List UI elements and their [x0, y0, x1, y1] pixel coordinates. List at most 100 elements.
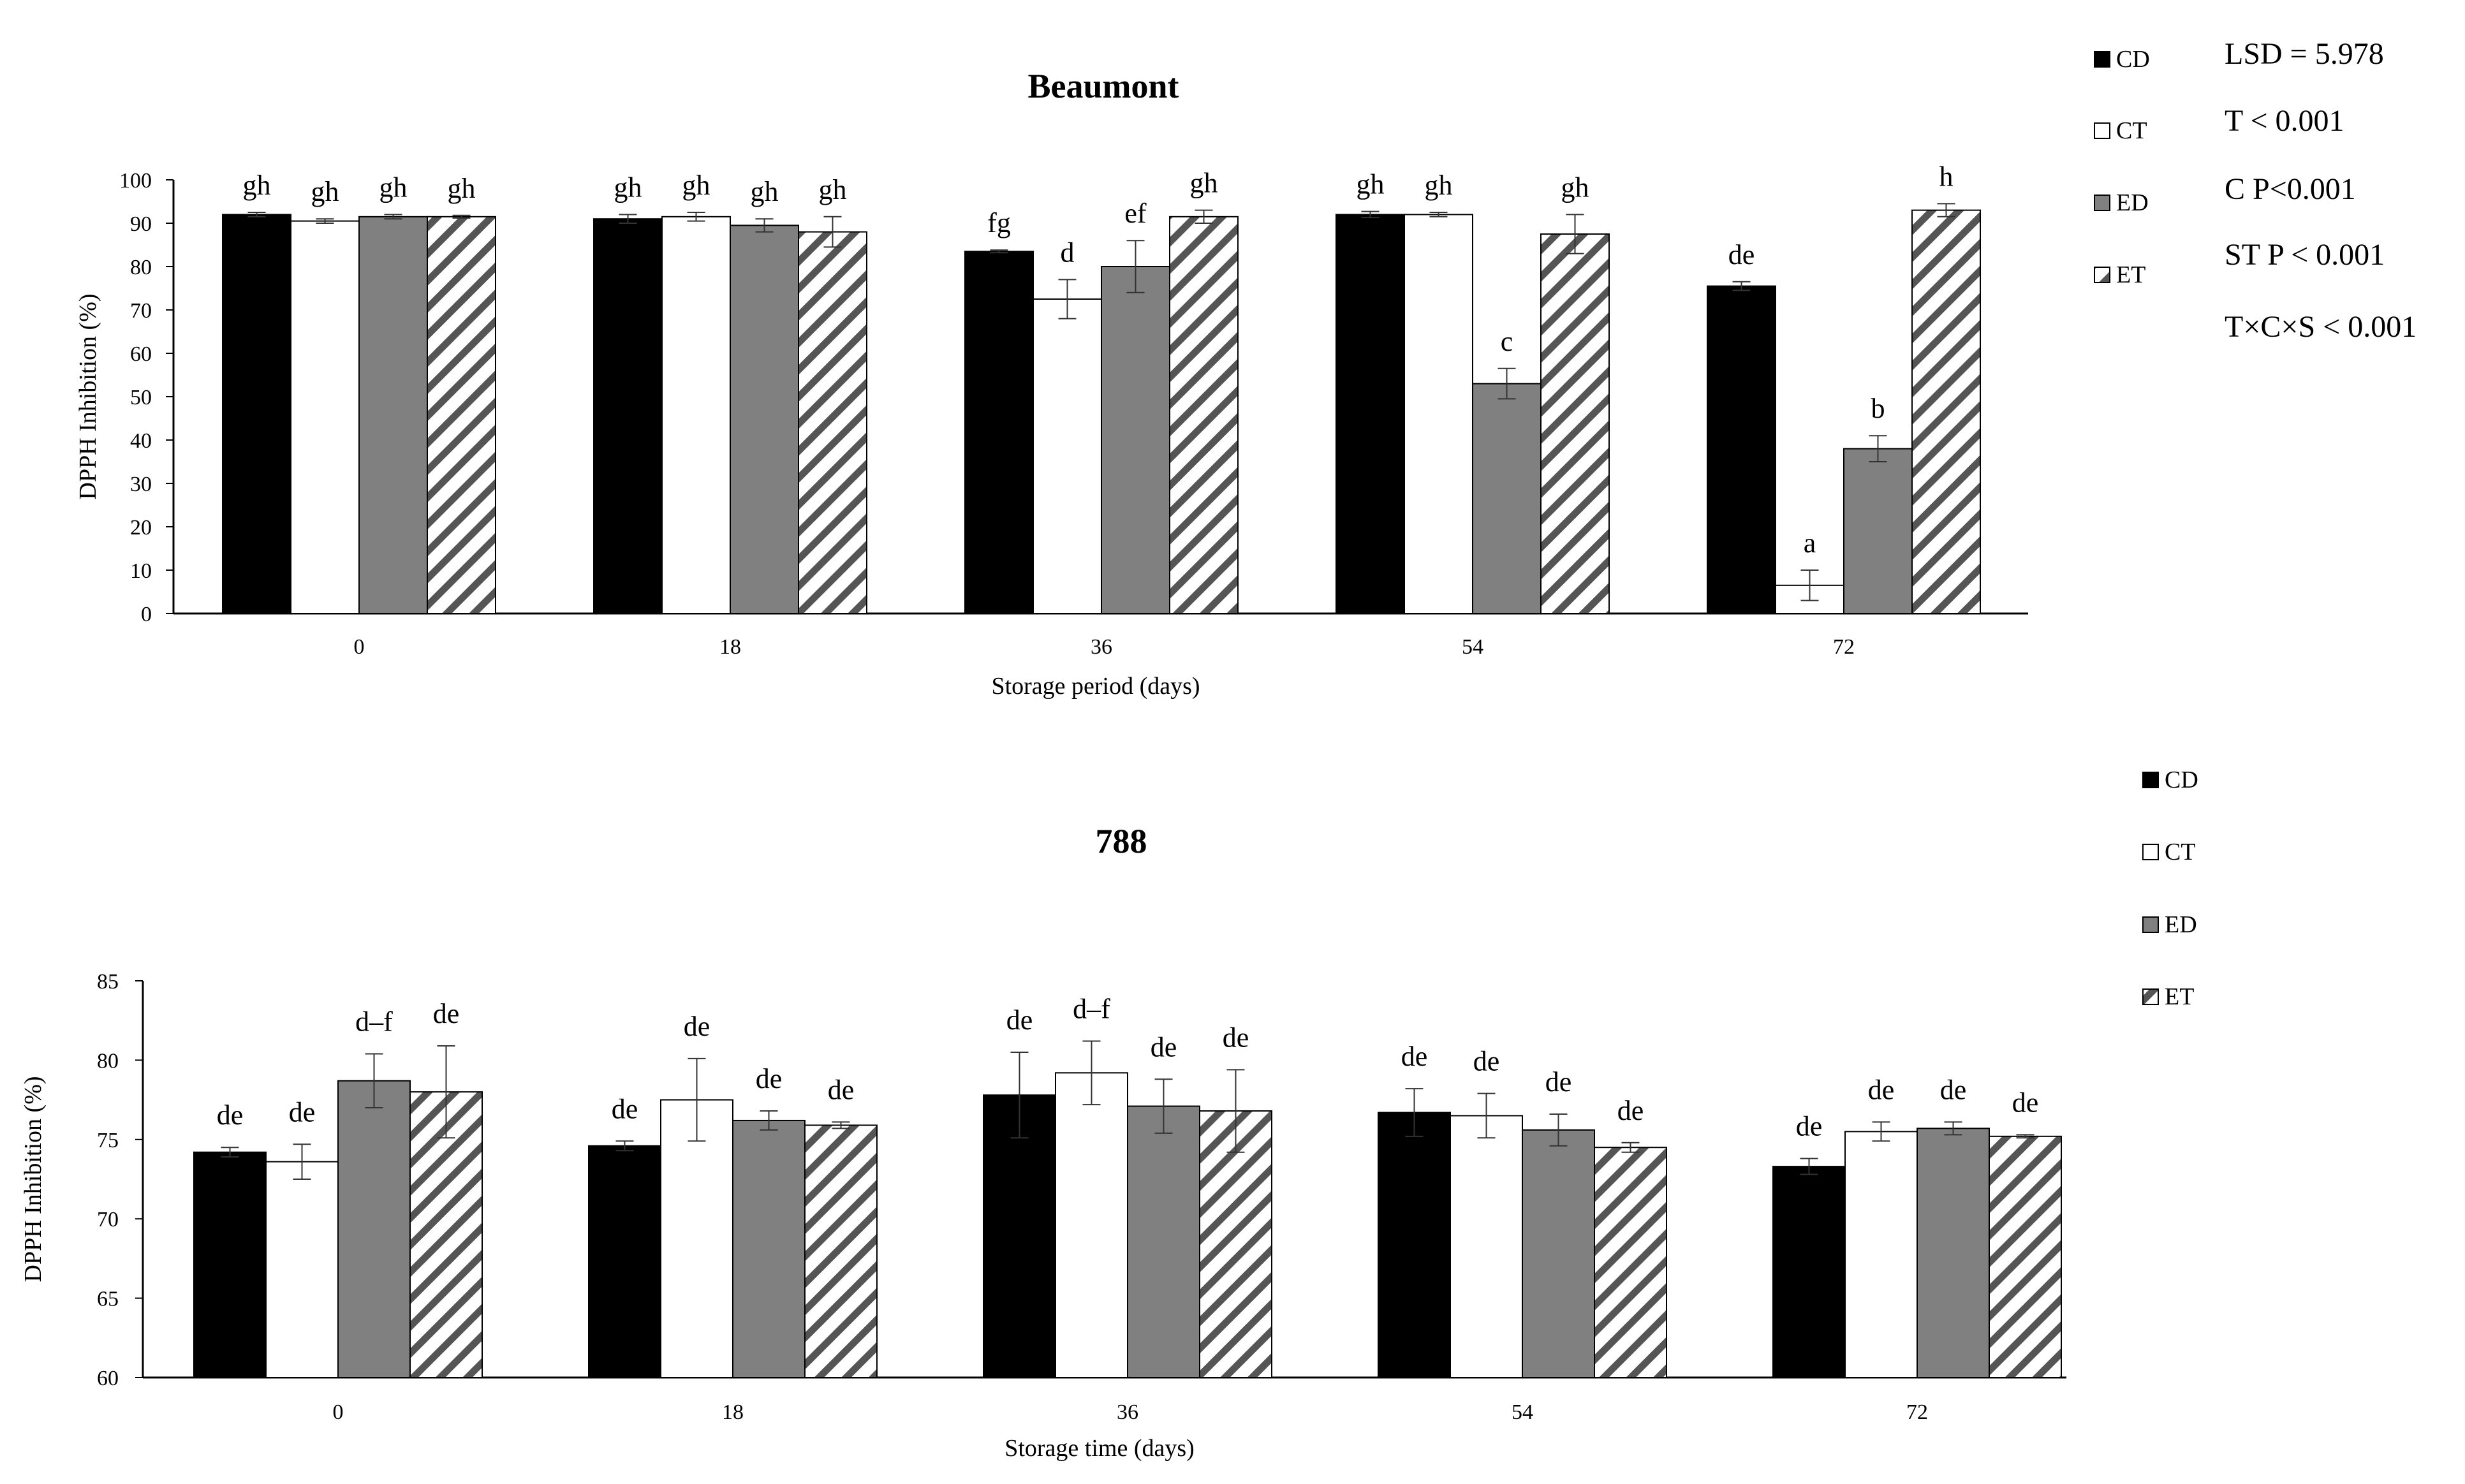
bar-ed — [1917, 1128, 1990, 1379]
bar-et — [427, 216, 496, 614]
legend-swatch-ct — [2142, 844, 2159, 860]
significance-letter: gh — [614, 172, 642, 203]
bar-et — [804, 1124, 878, 1378]
statistics-block: LSD = 5.978 T < 0.001 C P<0.001 ST P < 0.00… — [2225, 37, 2417, 344]
y-tick-label: 80 — [97, 1049, 119, 1073]
legend-swatch-ed — [2094, 195, 2110, 211]
significance-letter: de — [217, 1099, 244, 1131]
bar-ct — [660, 1099, 733, 1378]
y-tick-label: 70 — [97, 1208, 119, 1231]
significance-letter: de — [828, 1074, 855, 1105]
significance-letter: de — [1940, 1074, 1967, 1105]
y-tick-label: 100 — [119, 169, 152, 193]
significance-letter: de — [684, 1011, 710, 1042]
bar-ed — [1127, 1105, 1200, 1378]
significance-letter: gh — [448, 173, 476, 204]
legend-label-et: ET — [2116, 261, 2145, 288]
bar-et — [1911, 209, 1981, 615]
x-tick-label: 54 — [1512, 1400, 1533, 1424]
bar-ct — [265, 1161, 339, 1378]
stat-line: ST P < 0.001 — [2225, 238, 2385, 272]
bar-ct — [290, 220, 360, 615]
significance-letter: de — [1545, 1066, 1572, 1098]
y-tick-label: 30 — [130, 473, 152, 496]
significance-letter: de — [1728, 239, 1755, 270]
y-tick-label: 60 — [97, 1367, 119, 1390]
legend-label-ct: CT — [2116, 117, 2147, 144]
legend-swatch-et — [2094, 267, 2110, 283]
significance-letter: de — [1796, 1111, 1823, 1142]
bar-cd — [1707, 285, 1776, 615]
y-tick-label: 10 — [130, 559, 152, 583]
significance-letter: gh — [379, 172, 408, 203]
x-axis-title: Storage time (days) — [1004, 1435, 1195, 1462]
significance-letter: de — [612, 1093, 638, 1124]
significance-letter: gh — [819, 174, 847, 205]
bar-et — [1989, 1135, 2062, 1378]
bar-ct — [661, 216, 731, 614]
significance-letter: d–f — [1073, 994, 1110, 1025]
y-tick-label: 65 — [97, 1288, 119, 1311]
significance-letter: de — [1617, 1095, 1644, 1126]
x-tick-label: 0 — [333, 1400, 344, 1424]
legend-label-et: ET — [2165, 983, 2194, 1010]
significance-letter: de — [2012, 1087, 2039, 1118]
bar-cd — [1336, 214, 1405, 614]
bar-cd — [193, 1151, 267, 1378]
bar-et — [1594, 1147, 1667, 1378]
significance-letter: gh — [1561, 172, 1589, 203]
stat-line: LSD = 5.978 — [2225, 37, 2384, 71]
y-tick-label: 75 — [97, 1129, 119, 1152]
chart-title: Beaumont — [1027, 67, 1179, 105]
y-tick-label: 40 — [130, 429, 152, 453]
bar-ct — [1033, 298, 1102, 614]
bar-ed — [358, 216, 428, 614]
x-tick-label: 36 — [1091, 635, 1112, 659]
bar-cd — [1772, 1166, 1846, 1378]
bar-cd — [222, 214, 291, 614]
significance-letter: d–f — [355, 1006, 393, 1037]
significance-letter: b — [1871, 393, 1885, 424]
significance-letter: gh — [682, 170, 710, 201]
x-tick-label: 72 — [1906, 1400, 1928, 1424]
bar-ed — [732, 1119, 806, 1378]
legend-label-cd: CD — [2116, 46, 2150, 73]
significance-letter: a — [1804, 527, 1816, 559]
significance-letter: de — [1401, 1041, 1428, 1072]
significance-letter: de — [1223, 1022, 1249, 1053]
x-tick-label: 36 — [1117, 1400, 1138, 1424]
y-axis-title: DPPH Inhibition (%) — [75, 294, 101, 500]
y-tick-label: 85 — [97, 970, 119, 994]
legend-swatch-cd — [2094, 51, 2110, 68]
significance-letter: h — [1939, 161, 1954, 192]
x-tick-label: 72 — [1833, 635, 1855, 659]
y-tick-label: 0 — [141, 603, 152, 626]
significance-letter: de — [1151, 1031, 1177, 1062]
legend-swatch-cd — [2142, 772, 2159, 788]
significance-letter: fg — [987, 207, 1011, 239]
legend-swatch-ct — [2094, 122, 2110, 139]
bar-cd — [593, 218, 663, 614]
bar-ed — [730, 224, 799, 614]
bar-ct — [1055, 1072, 1128, 1378]
bar-cd — [1378, 1112, 1451, 1379]
legend-label-ct: CT — [2165, 839, 2196, 865]
significance-letter: de — [433, 998, 460, 1029]
bar-ct — [1404, 214, 1473, 614]
bar-ct — [1450, 1115, 1523, 1378]
x-tick-label: 18 — [722, 1400, 744, 1424]
bar-et — [409, 1091, 483, 1379]
significance-letter: gh — [1357, 169, 1385, 200]
y-tick-label: 80 — [130, 256, 152, 279]
bar-cd — [964, 251, 1034, 614]
beaumont-chart: Beaumont 0 10 20 30 40 50 60 70 80 90 100 Storage pe… — [75, 46, 2150, 700]
significance-letter: de — [1473, 1046, 1500, 1077]
stat-line: T×C×S < 0.001 — [2225, 310, 2417, 344]
bar-ed — [1101, 266, 1170, 614]
bar-et — [1169, 216, 1239, 614]
bar-cd — [983, 1094, 1056, 1378]
y-tick-label: 90 — [130, 212, 152, 236]
x-tick-label: 18 — [719, 635, 741, 659]
significance-letter: de — [756, 1063, 783, 1094]
